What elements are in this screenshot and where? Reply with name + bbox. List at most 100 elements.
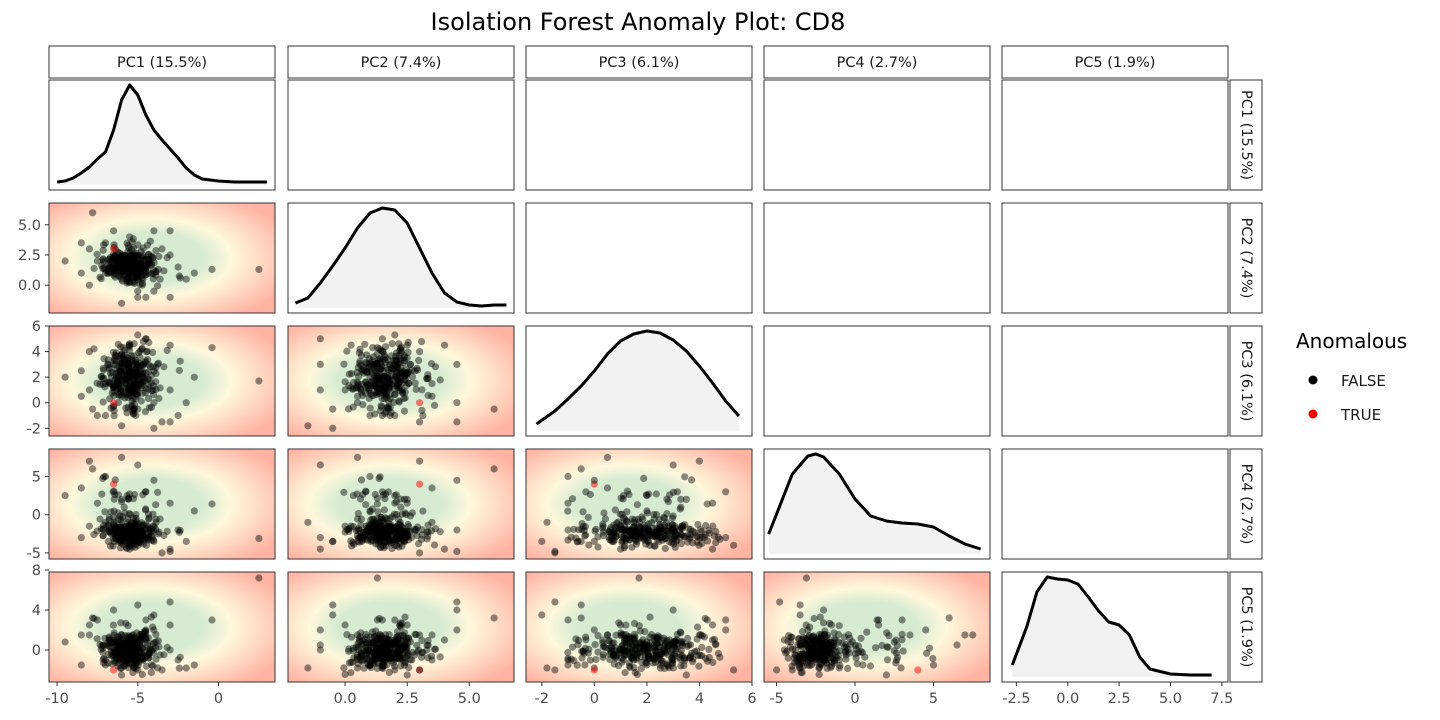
data-point bbox=[812, 655, 820, 664]
data-point bbox=[650, 510, 658, 519]
data-point bbox=[679, 522, 687, 530]
data-point bbox=[380, 527, 388, 535]
data-point bbox=[661, 649, 669, 657]
data-point bbox=[621, 530, 629, 538]
data-point bbox=[890, 647, 898, 655]
data-point bbox=[829, 646, 837, 654]
data-point bbox=[89, 614, 97, 622]
data-point bbox=[630, 619, 639, 628]
data-point bbox=[350, 378, 358, 386]
data-point bbox=[626, 663, 634, 672]
data-point bbox=[154, 360, 162, 368]
data-point bbox=[130, 662, 138, 670]
data-point bbox=[818, 643, 827, 651]
data-point bbox=[391, 391, 399, 399]
data-point bbox=[402, 531, 410, 539]
data-point bbox=[440, 545, 449, 553]
data-point bbox=[109, 260, 117, 268]
data-point bbox=[661, 531, 669, 540]
data-point bbox=[134, 287, 142, 295]
data-point bbox=[842, 644, 851, 652]
data-point bbox=[630, 664, 638, 672]
data-point bbox=[136, 269, 144, 277]
data-point bbox=[129, 527, 137, 535]
data-point bbox=[614, 662, 623, 670]
data-point bbox=[808, 639, 816, 647]
data-point bbox=[670, 528, 678, 536]
data-point bbox=[373, 344, 381, 352]
data-point bbox=[612, 644, 620, 652]
data-point bbox=[709, 658, 717, 667]
data-point bbox=[364, 640, 372, 648]
data-point bbox=[137, 655, 145, 663]
data-point bbox=[623, 634, 631, 642]
data-point bbox=[638, 513, 646, 521]
data-point bbox=[389, 535, 397, 543]
data-point bbox=[166, 293, 174, 301]
data-point bbox=[117, 363, 126, 371]
data-point bbox=[132, 639, 141, 647]
data-point bbox=[362, 378, 370, 386]
anomaly-point bbox=[110, 666, 118, 674]
data-point bbox=[395, 632, 403, 640]
data-point bbox=[391, 666, 399, 674]
data-point bbox=[640, 530, 648, 538]
data-point bbox=[117, 368, 125, 376]
data-point bbox=[131, 264, 139, 272]
data-point bbox=[810, 639, 819, 647]
data-point bbox=[628, 532, 636, 540]
data-point bbox=[821, 657, 829, 665]
data-point bbox=[365, 355, 373, 363]
data-point bbox=[857, 647, 865, 656]
data-point bbox=[118, 654, 127, 662]
data-point bbox=[722, 534, 730, 542]
data-point bbox=[373, 373, 381, 381]
data-point bbox=[384, 379, 392, 387]
data-point bbox=[121, 660, 129, 668]
data-point bbox=[366, 647, 374, 656]
data-point bbox=[384, 636, 392, 644]
data-point bbox=[381, 644, 389, 653]
data-point bbox=[374, 359, 382, 367]
data-point bbox=[599, 522, 607, 530]
data-point bbox=[618, 526, 627, 534]
data-point bbox=[362, 487, 370, 495]
data-point bbox=[799, 634, 807, 642]
data-point bbox=[845, 649, 854, 657]
data-point bbox=[113, 655, 121, 663]
data-point bbox=[668, 645, 677, 654]
data-point bbox=[105, 513, 113, 521]
data-point bbox=[355, 635, 363, 643]
data-point bbox=[114, 526, 122, 535]
data-point bbox=[681, 654, 689, 663]
data-point bbox=[372, 540, 380, 548]
data-point bbox=[349, 658, 357, 666]
data-point bbox=[357, 640, 366, 649]
data-point bbox=[640, 525, 648, 533]
data-point bbox=[139, 644, 147, 652]
data-point bbox=[599, 520, 607, 528]
data-point bbox=[379, 531, 387, 540]
data-point bbox=[391, 331, 399, 339]
data-point bbox=[127, 528, 135, 536]
data-point bbox=[379, 524, 387, 532]
data-point bbox=[125, 254, 133, 262]
data-point bbox=[150, 227, 158, 235]
data-point bbox=[150, 287, 158, 295]
data-point bbox=[127, 653, 135, 661]
data-point bbox=[668, 535, 676, 543]
data-point bbox=[398, 510, 406, 518]
data-point bbox=[363, 367, 371, 375]
data-point bbox=[411, 525, 419, 534]
data-point bbox=[376, 519, 384, 527]
data-point bbox=[128, 255, 136, 264]
data-point bbox=[116, 385, 124, 393]
data-point bbox=[115, 538, 123, 546]
data-point bbox=[142, 271, 150, 279]
data-point bbox=[658, 659, 666, 667]
data-point bbox=[99, 532, 107, 540]
data-point bbox=[118, 251, 126, 259]
data-point bbox=[376, 371, 384, 379]
data-point bbox=[155, 643, 163, 651]
data-point bbox=[591, 527, 599, 535]
